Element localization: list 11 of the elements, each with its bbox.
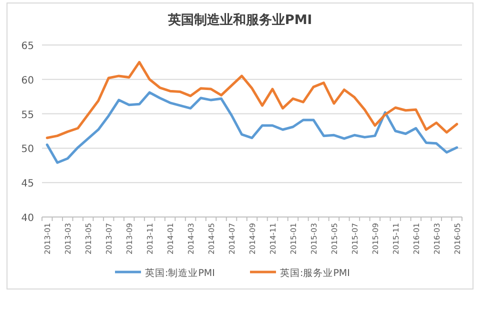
- chart-title: 英国制造业和服务业PMI: [166, 12, 312, 28]
- y-tick-label: 50: [21, 144, 34, 156]
- y-tick-label: 60: [21, 75, 34, 86]
- line-series: [46, 91, 458, 164]
- y-tick-label: 55: [21, 110, 34, 121]
- y-tick-label: 45: [21, 178, 34, 190]
- y-tick-label: 65: [21, 41, 34, 52]
- y-tick-label: 40: [21, 213, 34, 224]
- line-series: [46, 60, 458, 140]
- legend-label: 英国:制造业PMI: [145, 267, 215, 279]
- legend-label: 英国:服务业PMI: [280, 267, 350, 279]
